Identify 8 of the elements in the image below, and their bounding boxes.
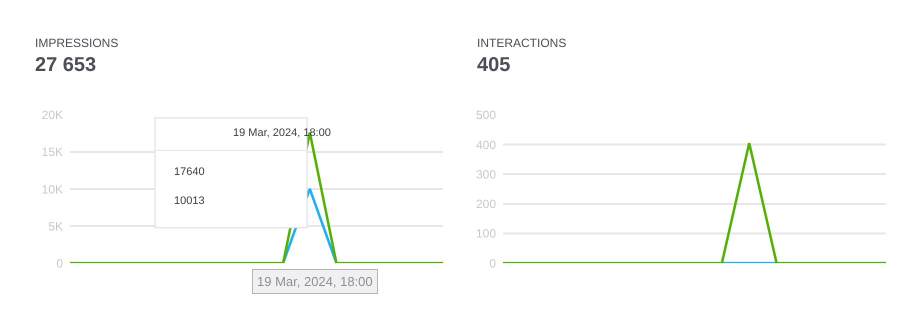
chart-title: IMPRESSIONS [35, 36, 118, 50]
text: 19 Mar, 2024, 18:00 [257, 274, 373, 289]
annotation: 17640 [174, 166, 205, 178]
chart-title: INTERACTIONS [477, 36, 566, 50]
annotation: 19 Mar, 2024, 18:00 [233, 127, 331, 139]
chart-subtitle: 405 [477, 54, 510, 76]
chart-subtitle: 27 653 [35, 54, 96, 76]
annotation: 10013 [174, 195, 205, 207]
